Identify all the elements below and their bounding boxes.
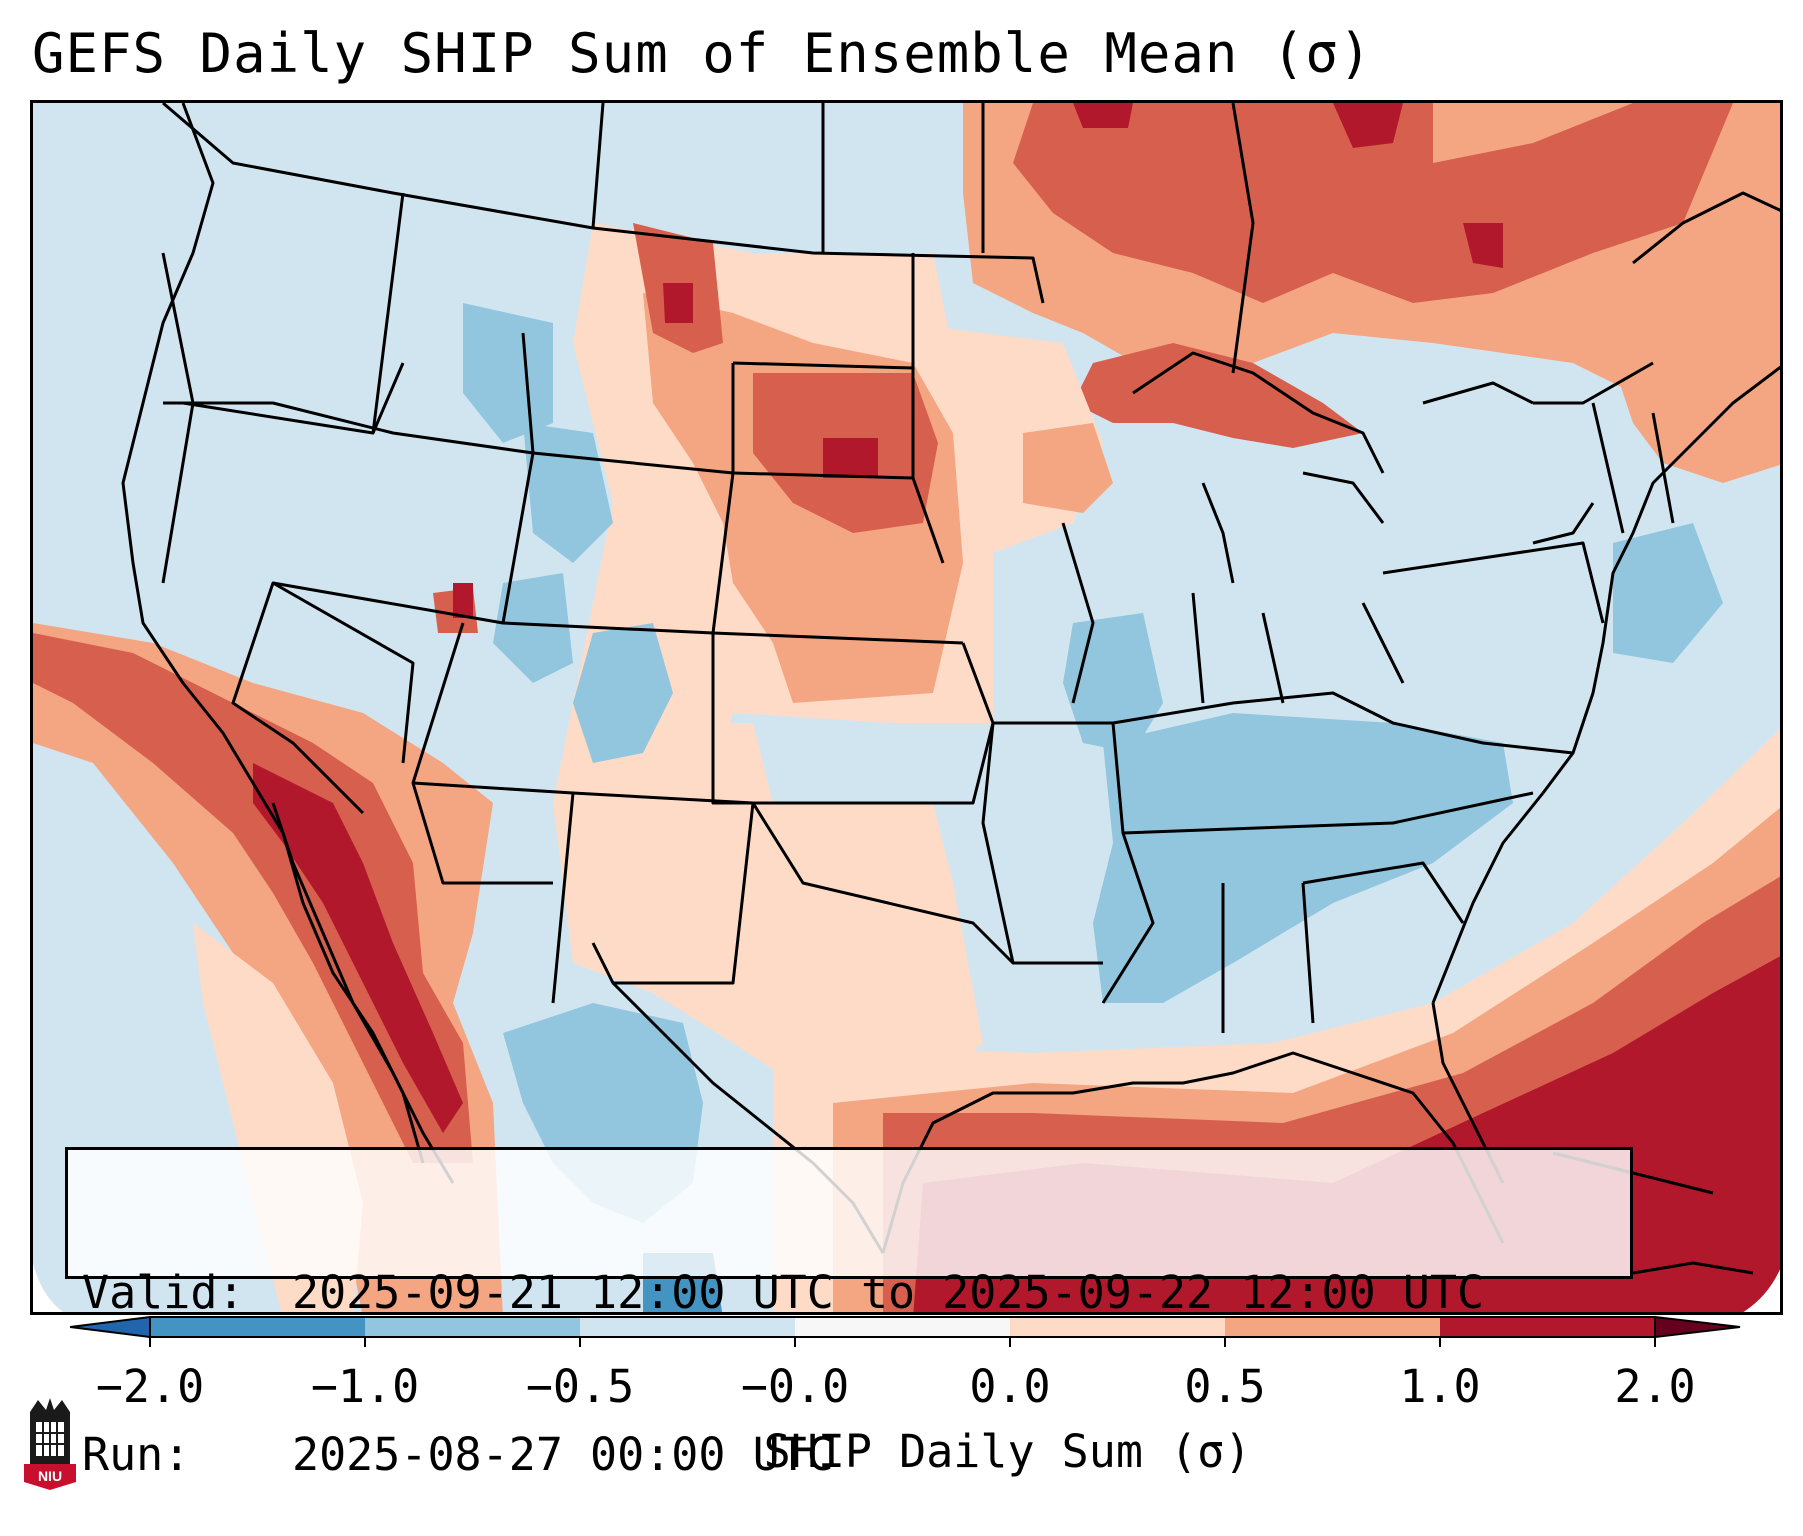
colorbar-ticks [149,1337,1656,1347]
map-svg [33,103,1780,1312]
colorbar-segment-2 [365,1317,580,1337]
map-panel[interactable] [30,100,1783,1315]
anomaly-pacific-southwest [33,623,503,1312]
state-boundaries [161,103,1675,1033]
colorbar-tick-label: −0.0 [740,1360,850,1413]
chart-title: GEFS Daily SHIP Sum of Ensemble Mean (σ) [32,22,1373,85]
colorbar-tick-label: −2.0 [95,1360,205,1413]
anomaly-nevada-peak [453,583,473,618]
anomaly-canada-peak-3 [1073,103,1133,128]
coastlines [121,103,1780,1275]
run-value: 2025-08-27 00:00 UTC [292,1428,834,1481]
colorbar-tick-label: 0.5 [1184,1360,1266,1413]
colorbar-segment-7 [1440,1317,1655,1337]
anomaly-montana-peak [663,283,693,323]
projection-corner-right [1743,1269,1780,1312]
colorbar-tick-label: 0.0 [969,1360,1051,1413]
anomaly-tennessee-cool [1113,793,1393,873]
valid-row: Valid: 2025-09-21 12:00 UTC to 2025-09-22… [82,1266,1616,1320]
colorbar-tick-label: −1.0 [310,1360,420,1413]
valid-label: Valid: [82,1266,245,1319]
anomaly-canada-peak-2 [1463,223,1503,268]
validity-info-box: Valid: 2025-09-21 12:00 UTC to 2025-09-22… [65,1147,1633,1481]
colorbar-outline [149,1316,1656,1338]
colorbar [70,1315,1741,1347]
colorbar-segment-5 [1010,1317,1225,1337]
colorbar-axis-label: SHIP Daily Sum (σ) [763,1425,1252,1478]
anomaly-utah-cool [493,573,573,683]
colorbar-tick-label: 2.0 [1614,1360,1696,1413]
colorbar-segment-1 [150,1317,365,1337]
anomaly-new-england-warm [1613,324,1780,483]
colorbar-segment-6 [1225,1317,1440,1337]
projection-corner-left [33,1263,64,1312]
anomaly-sd-peak [823,438,878,478]
anomaly-canada-north-strong [1013,103,1733,303]
anomaly-gulf-of-california [253,763,463,1133]
anomaly-baja-sonora [33,633,473,1163]
colorbar-segment-3 [580,1317,795,1337]
anomaly-canada-peak-1 [1333,103,1403,148]
colorbar-tick-label: 1.0 [1399,1360,1481,1413]
anomaly-atlantic-cool [1613,523,1723,663]
niu-logo-text: NIU [38,1468,62,1484]
anomaly-great-lakes [1073,343,1363,448]
colorbar-extend-right [1654,1315,1741,1339]
colorbar-segment-4 [795,1317,1010,1337]
anomaly-southeast-cool [1093,713,1513,1003]
run-label: Run: [82,1428,191,1481]
valid-value: 2025-09-21 12:00 UTC to 2025-09-22 12:00… [292,1266,1485,1319]
anomaly-wisconsin [1023,423,1113,513]
anomaly-colorado-cool [573,623,673,763]
niu-logo: NIU [24,1398,76,1490]
colorbar-extend-left [70,1315,151,1339]
anomaly-texas [623,723,983,1103]
colorbar-tick-label: −0.5 [525,1360,635,1413]
run-row: Run: 2025-08-27 00:00 UTC [82,1428,1616,1482]
